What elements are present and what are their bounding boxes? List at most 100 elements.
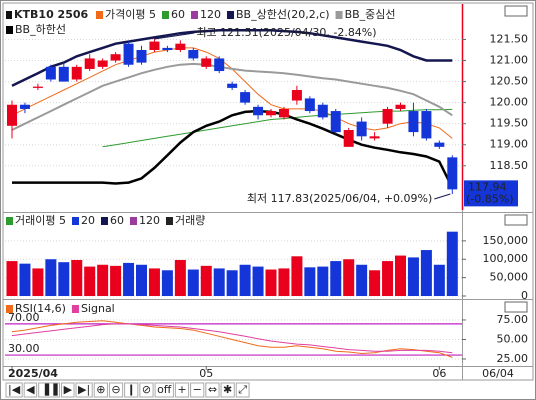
candle-body (188, 50, 199, 59)
chart-title: KTB10 2506 (14, 8, 89, 21)
toolbar-button-frame[interactable] (93, 382, 108, 398)
high-label: 최고 121.51(2025/04/30, -2.84%) (196, 26, 376, 39)
toolbar-button[interactable]: |◀ (8, 383, 21, 396)
toolbar-button[interactable]: ⊕ (96, 383, 105, 396)
legend-swatch (71, 305, 79, 313)
candle-body (71, 66, 82, 80)
legend-label: 20 (81, 214, 95, 227)
toolbar-button-frame[interactable] (190, 382, 205, 398)
candle-body (175, 43, 186, 50)
last-price-box (464, 180, 518, 207)
toolbar-button-frame[interactable] (108, 382, 124, 398)
series-line (102, 108, 453, 148)
toolbar-button[interactable]: − (193, 383, 202, 396)
last-change: (-0.85%) (466, 192, 514, 205)
toolbar-button[interactable]: ▐▐ (41, 382, 58, 396)
y-tick-label: 100,000 (483, 252, 529, 265)
candle-body (447, 157, 458, 190)
toolbar-button[interactable]: + (177, 383, 186, 396)
axis-tag (504, 301, 528, 313)
toolbar-button-frame[interactable] (220, 382, 235, 398)
volume-bar (58, 262, 70, 296)
volume-bar (356, 264, 368, 296)
toolbar-button-frame[interactable] (61, 382, 75, 398)
candle-body (317, 104, 328, 118)
toolbar-button-frame[interactable] (124, 382, 139, 398)
legend-swatch (6, 217, 13, 225)
toolbar-button-frame[interactable] (154, 382, 174, 398)
volume-bar (317, 266, 329, 296)
y-tick-label: 119.50 (490, 117, 529, 130)
series-line (11, 62, 453, 131)
high-pointer (154, 32, 195, 40)
volume-bar (446, 231, 458, 296)
volume-bar (291, 256, 303, 296)
toolbar-button[interactable]: ✱ (223, 383, 232, 396)
low-pointer (434, 193, 451, 200)
toolbar-button-frame[interactable] (139, 382, 154, 398)
toolbar-button[interactable]: ▶ (64, 383, 73, 396)
volume-bar (136, 264, 147, 296)
volume-bar (304, 267, 316, 296)
toolbar-button[interactable]: ◀ (26, 383, 35, 396)
layout (2, 2, 534, 381)
toolbar-button[interactable]: ⤢ (238, 383, 247, 396)
legend-label: 60 (110, 214, 124, 227)
toolbar-button-frame[interactable] (174, 382, 190, 398)
candle-body (110, 54, 121, 61)
y-tick-label: 120.50 (490, 75, 529, 88)
y-tick-label: 50,000 (490, 271, 529, 284)
legend-swatch (161, 11, 169, 19)
candle-body (395, 104, 406, 109)
toolbar-button-frame[interactable] (205, 382, 220, 398)
reference-label: 30.00 (8, 342, 40, 355)
candle-body (278, 108, 289, 118)
toolbar-button-frame[interactable] (75, 382, 93, 398)
legend-label: BB_상한선(20,2,c) (236, 8, 330, 21)
legend-label: RSI(14,6) (15, 302, 66, 315)
toolbar-button[interactable]: ❙ (127, 383, 136, 396)
y-tick-label: 121.00 (490, 54, 529, 67)
legend-swatch (71, 217, 79, 225)
toolbar-button-frame[interactable] (23, 382, 38, 398)
legend-label: 가격이평 5 (105, 8, 156, 21)
toolbar-button[interactable]: ▶| (78, 383, 90, 396)
volume-bar (123, 262, 135, 296)
legend-swatch (165, 217, 173, 225)
volume-bar (252, 266, 264, 296)
volume-bar (71, 259, 83, 296)
candle-body (19, 104, 30, 109)
reference-label: 70.00 (8, 311, 40, 324)
legend-label: 60 (171, 8, 185, 21)
toolbar-button[interactable]: ⊘ (142, 383, 151, 396)
volume-bar (200, 265, 212, 296)
candle-body (253, 106, 264, 116)
candle-body (149, 41, 160, 50)
candle-body (58, 66, 69, 82)
legend-label: BB_중심선 (345, 8, 396, 21)
volume-bar (45, 259, 57, 296)
toolbar-button-frame[interactable] (235, 382, 250, 398)
x-tick-label: 05 (199, 367, 213, 380)
candle-body (97, 60, 108, 67)
toolbar-button[interactable]: ⇔ (208, 383, 217, 396)
candle-body (343, 130, 354, 147)
candle-body (123, 43, 134, 65)
y-tick-label: 120.00 (490, 96, 529, 109)
toolbar-button[interactable]: off (157, 383, 172, 396)
volume-bar (213, 268, 225, 296)
volume-bar (32, 268, 44, 296)
candle-body (330, 111, 341, 133)
legend-swatch (335, 11, 343, 19)
toolbar-button-frame[interactable] (5, 382, 23, 398)
volume-bar (6, 261, 18, 296)
legend-swatch (100, 217, 108, 225)
candle-body (45, 66, 56, 80)
toolbar-button[interactable]: ⊖ (111, 383, 120, 396)
candle-body (32, 86, 43, 88)
candle-body (162, 47, 173, 50)
volume-bar (239, 264, 251, 296)
toolbar-button-frame[interactable] (38, 382, 61, 398)
candle-body (84, 58, 95, 69)
legend-label: 거래량 (175, 214, 205, 227)
